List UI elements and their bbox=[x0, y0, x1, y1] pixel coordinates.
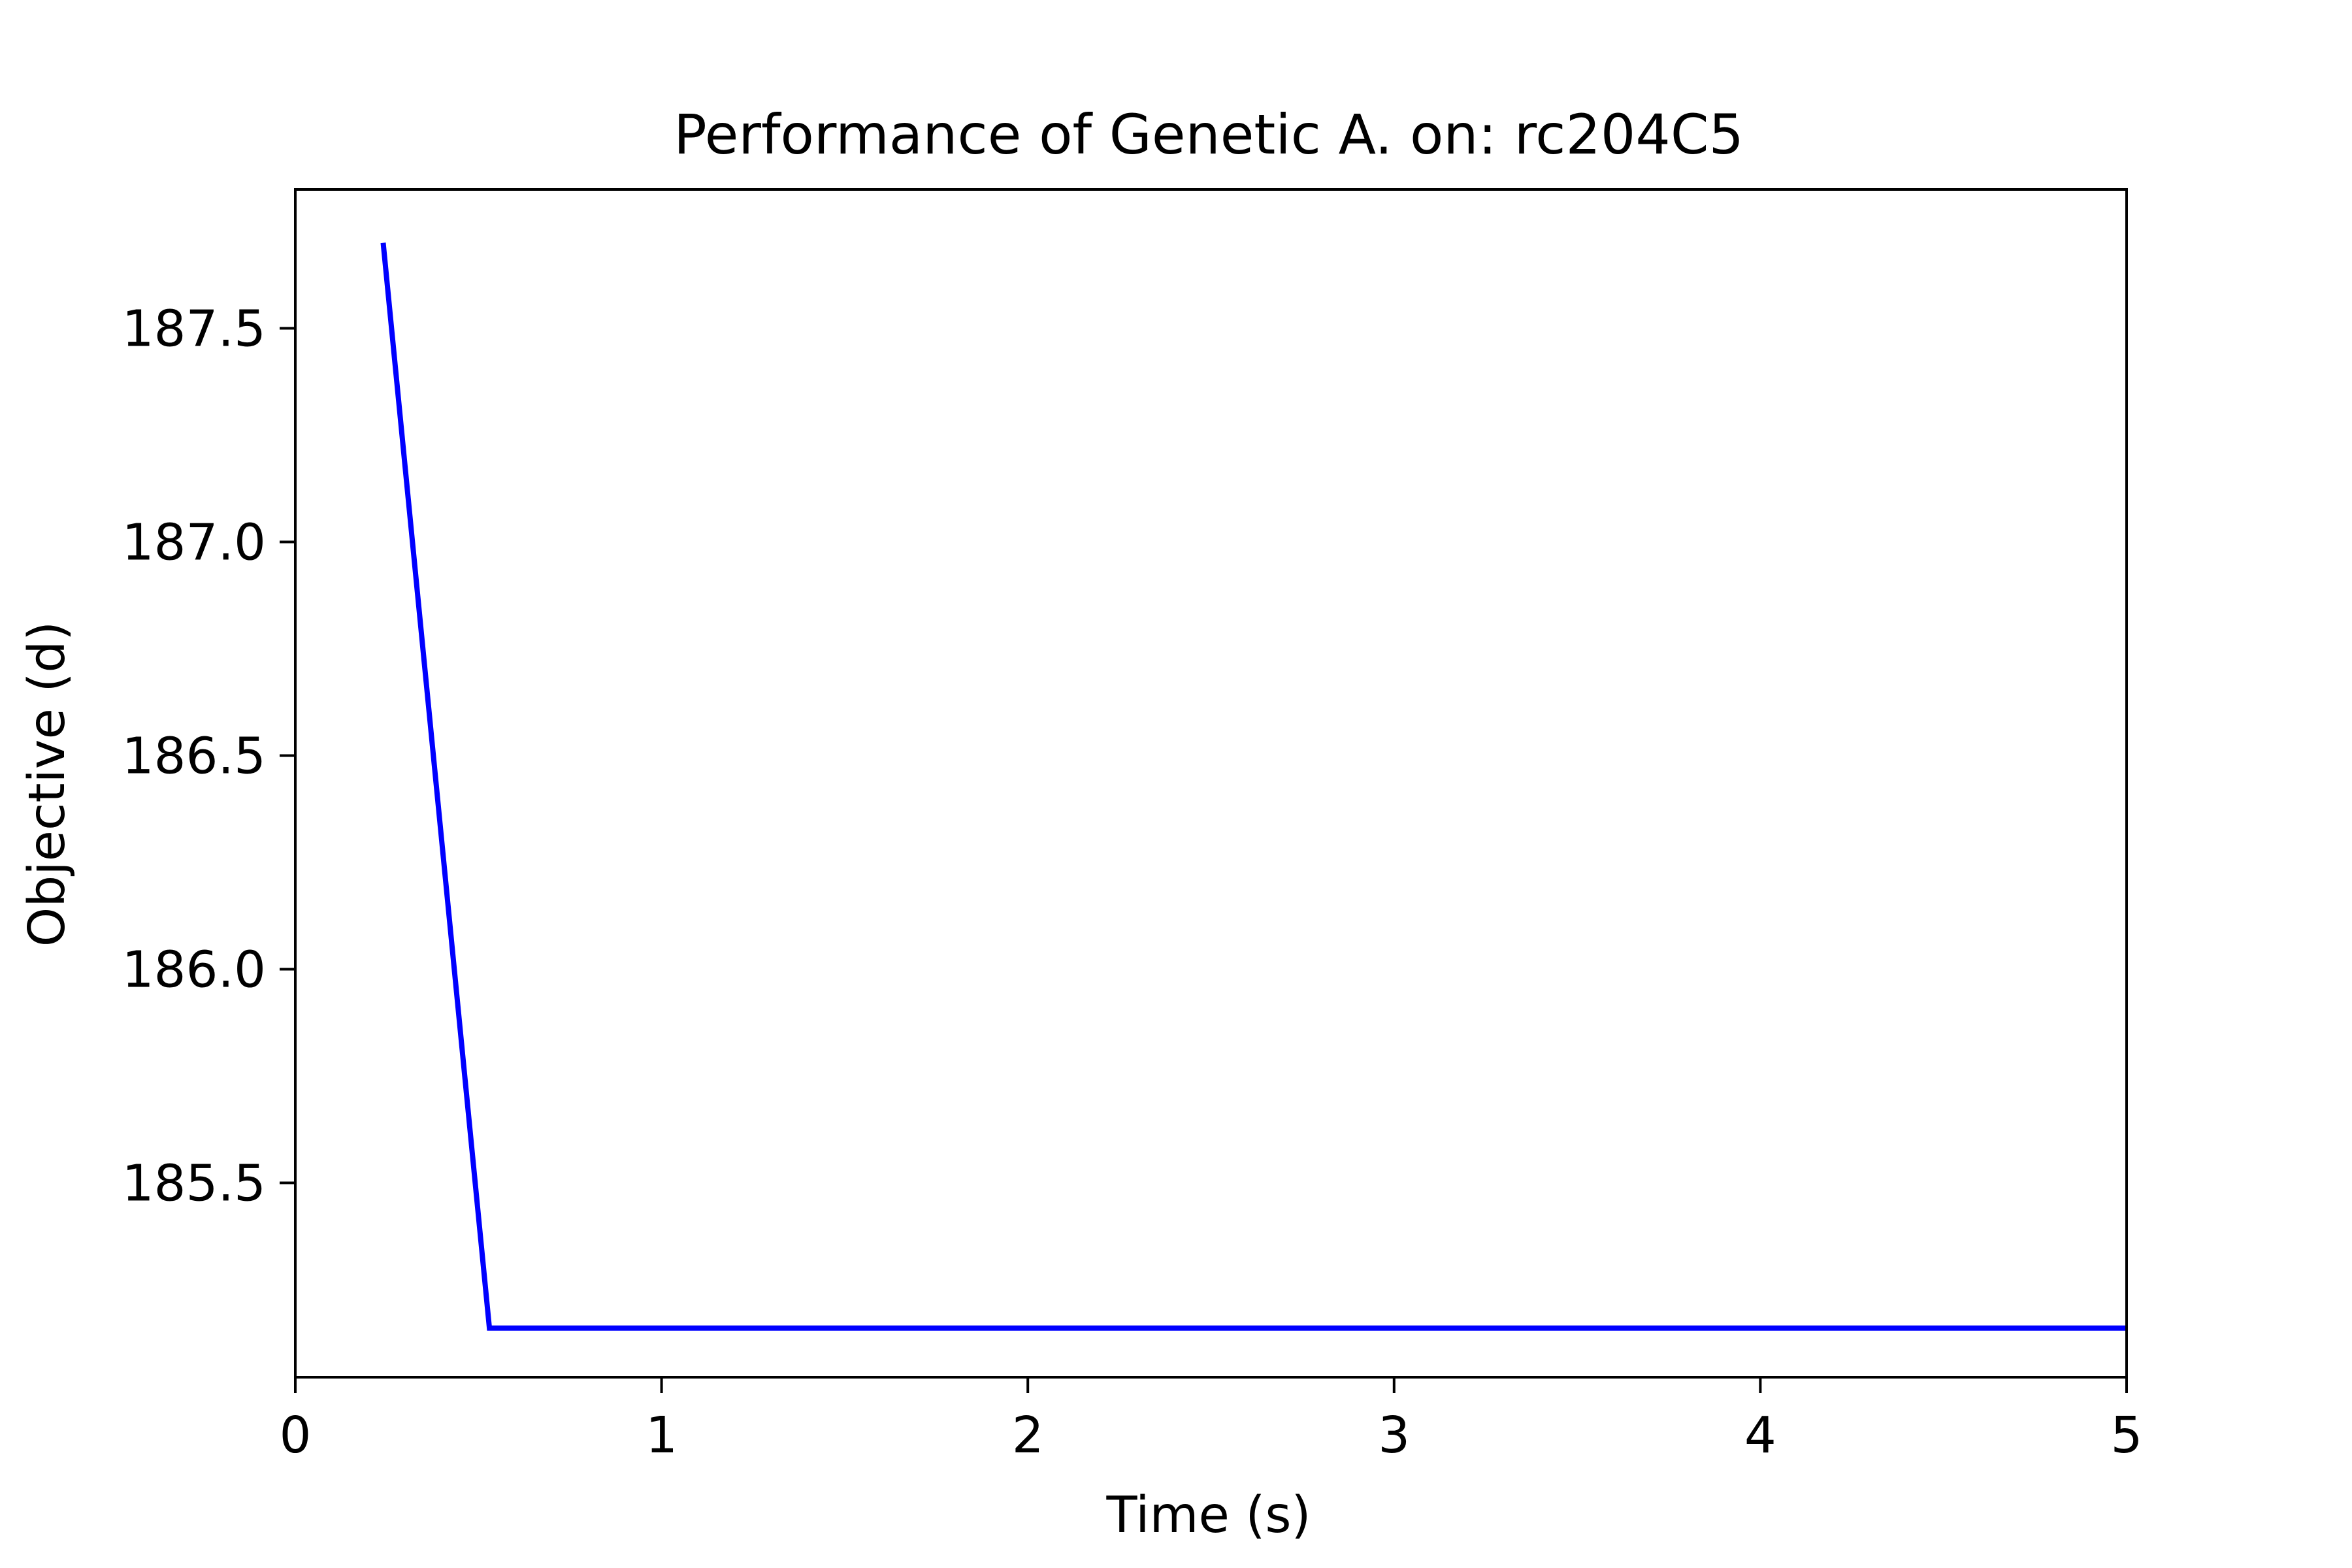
series-line-1 bbox=[380, 242, 2127, 1331]
x-tick-label: 2 bbox=[1012, 1407, 1044, 1465]
y-tick-label: 185.5 bbox=[122, 1154, 266, 1213]
x-axis-ticks: 0 1 2 3 4 5 bbox=[280, 1377, 2143, 1465]
plot-area bbox=[294, 188, 2128, 1379]
y-axis-ticks: 185.5 186.0 186.5 187.0 187.5 bbox=[122, 301, 295, 1213]
axes-frame bbox=[294, 188, 2128, 1379]
x-tick-label: 1 bbox=[645, 1407, 678, 1465]
chart-title: Performance of Genetic A. on: rc204C5 bbox=[674, 103, 1744, 167]
y-tick-label: 186.5 bbox=[122, 727, 266, 785]
x-tick-label: 5 bbox=[2111, 1407, 2143, 1465]
x-tick-label: 4 bbox=[1744, 1407, 1776, 1465]
y-axis-label: Objective (d) bbox=[18, 621, 76, 947]
x-tick-label: 3 bbox=[1378, 1407, 1410, 1465]
x-axis-label: Time (s) bbox=[1105, 1486, 1311, 1544]
y-tick-label: 186.0 bbox=[122, 941, 266, 999]
y-tick-label: 187.5 bbox=[122, 301, 266, 359]
y-tick-label: 187.0 bbox=[122, 514, 266, 572]
x-tick-label: 0 bbox=[280, 1407, 312, 1465]
